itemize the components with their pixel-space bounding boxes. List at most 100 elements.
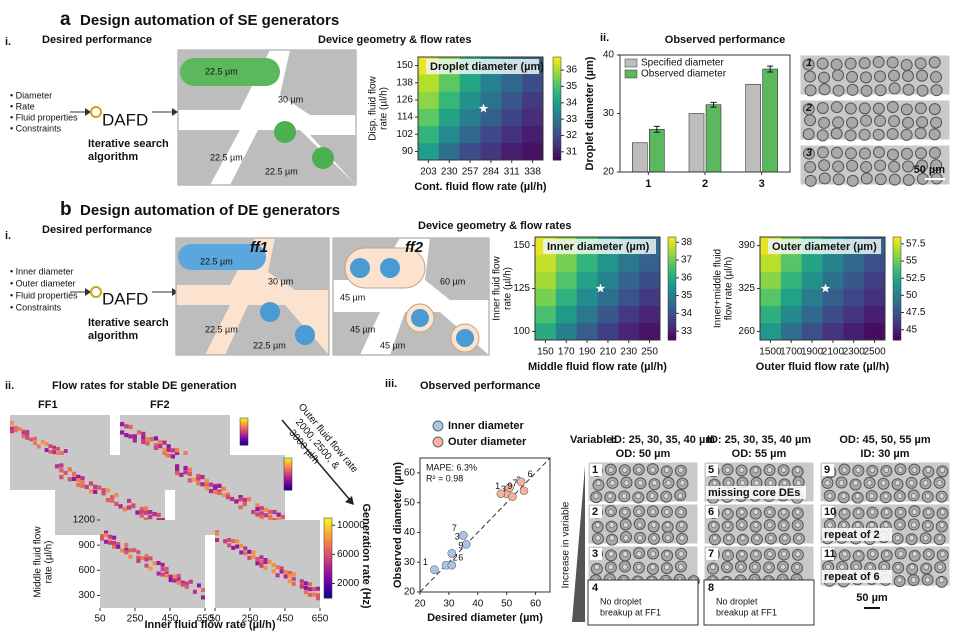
y-axis-label: flow rate (µl/h) [724, 257, 735, 321]
droplet-image [902, 69, 915, 82]
colorbar-segment [893, 329, 901, 334]
droplet-image [916, 69, 929, 82]
heatmap-cell [225, 495, 230, 500]
heatmap-cell [438, 142, 461, 161]
colorbar-segment [324, 592, 332, 596]
droplet-core [649, 467, 656, 473]
arrowhead [345, 496, 354, 505]
colorbar-segment [553, 142, 561, 147]
tile-caption: repeat of 2 [824, 529, 880, 541]
bullet: • Fluid properties [10, 290, 78, 300]
droplet-image [816, 146, 829, 159]
heatmap-cell [291, 576, 296, 581]
droplet-image [844, 147, 857, 160]
heatmap-cell [311, 592, 316, 597]
heatmap-cell [158, 444, 163, 449]
colorbar-segment [553, 74, 561, 79]
heatmap-cell [555, 305, 578, 324]
heatmap-cell [459, 142, 481, 161]
heatmap-cell [63, 449, 68, 453]
heatmap-cell [864, 271, 886, 289]
heatmap-cell [780, 271, 803, 289]
point-label: 1 [423, 557, 428, 567]
colorbar-segment [668, 315, 676, 320]
colorbar-segment [893, 291, 901, 296]
droplet-image [858, 147, 871, 160]
droplet-image [874, 159, 887, 172]
dimension-label: 22.5 µm [265, 166, 298, 176]
colorbar-segment [893, 288, 901, 293]
y-tick-label: 40 [603, 50, 615, 61]
droplet-core [594, 564, 600, 570]
heatmap-cell [208, 482, 214, 487]
logo-icon [90, 286, 102, 298]
heatmap-cell [535, 271, 557, 289]
colorbar-segment [668, 305, 676, 310]
droplet-core [911, 551, 918, 557]
y-tick-label: 90 [402, 146, 414, 157]
bullet: • Inner diameter [10, 266, 74, 276]
droplet-image [872, 146, 885, 159]
colorbar-segment [324, 520, 332, 524]
colorbar-segment [324, 555, 332, 559]
x-axis-label: Desired diameter (µm) [427, 612, 543, 624]
tile-number: 11 [824, 548, 836, 560]
droplet-core [637, 535, 643, 541]
optimum-marker [478, 103, 489, 113]
heatmap-cell [780, 322, 803, 341]
colorbar-segment [240, 426, 248, 428]
heatmap-cell [25, 436, 30, 440]
droplet-core [852, 480, 859, 486]
heatmap-cell [535, 305, 557, 324]
failure-box [587, 579, 699, 626]
droplet-core [752, 564, 758, 570]
heatmap-cell [29, 437, 34, 442]
heatmap-cell [120, 548, 125, 553]
heatmap-cell [105, 488, 110, 493]
colorbar-segment [668, 247, 676, 252]
heatmap-cell [501, 108, 523, 127]
tile-number-bg [590, 548, 602, 560]
heatmap-cell [110, 495, 115, 500]
droplet-core [795, 480, 802, 486]
heatmap-cell [480, 142, 502, 161]
heatmap-cell [25, 432, 30, 437]
x-tick-label: 338 [524, 167, 541, 178]
heatmap-cell [196, 473, 201, 479]
droplet-core [622, 564, 628, 570]
algorithm-label: Iterative search [88, 138, 169, 150]
droplet-core [664, 551, 670, 557]
droplet-image [804, 174, 817, 187]
colorbar-segment [893, 257, 901, 262]
y-tick-label: 325 [738, 283, 755, 294]
colorbar-segment [324, 587, 332, 591]
heatmap-cell [276, 517, 281, 522]
colorbar-segment [324, 526, 332, 530]
colorbar-segment [893, 333, 901, 338]
colorbar-segment [668, 322, 676, 327]
caption-bg [822, 528, 892, 541]
heatmap-cell [239, 550, 244, 555]
droplet-core [663, 493, 670, 499]
x-tick-label: 50 [501, 599, 513, 610]
heatmap-cell [120, 422, 125, 427]
colorbar-segment [553, 118, 561, 123]
heatmap-cell [124, 424, 129, 429]
heatmap-cell [44, 448, 49, 452]
device-schematic [332, 237, 490, 356]
colorbar-segment [324, 563, 332, 567]
x-axis-label: Cont. fluid flow rate (µl/h) [414, 181, 547, 193]
colorbar-segment [668, 240, 676, 245]
droplet-image [902, 83, 915, 96]
logo-text: DAFD [102, 289, 148, 308]
colorbar-segment [668, 333, 676, 338]
heatmap-title: Inner diameter (µm) [547, 241, 650, 253]
heatmap-cell [576, 288, 598, 307]
x-tick-label: 250 [242, 614, 259, 625]
droplet-core [924, 493, 931, 499]
colorbar-segment [240, 430, 248, 432]
heatmap-cell [259, 506, 264, 511]
droplet-core [839, 564, 845, 570]
droplet-core [894, 480, 901, 486]
colorbar-segment [553, 63, 561, 68]
